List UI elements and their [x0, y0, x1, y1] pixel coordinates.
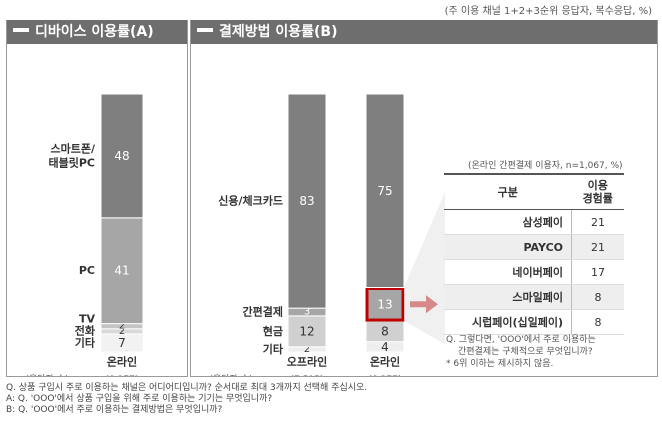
data-label: 2	[119, 321, 125, 332]
table-header-row: 구분 이용 경험률	[444, 173, 624, 210]
series-label: 스마트폰/	[51, 141, 96, 155]
table-header-type: 구분	[444, 173, 572, 210]
question-notes: Q. 그렇다면, 'OOO'에서 주로 이용하는 간편결제는 구체적으로 무엇입…	[446, 334, 596, 370]
table-cell-value: 8	[571, 309, 624, 335]
table-cell-value: 21	[571, 209, 624, 235]
data-label: 7	[118, 336, 126, 350]
question-note-line: * 6위 이하는 제시하지 않음.	[446, 359, 554, 369]
table-caption: (온라인 간편결제 이용자, n=1,067, %)	[468, 161, 623, 171]
header-bar-icon	[197, 28, 213, 32]
payment-usage-chart: 2 12 3 83 오프라인 (7,595) 4 8 13 75 온라인 (8,277) 기타 현금 간편결…	[209, 93, 445, 385]
series-label: PC	[79, 264, 95, 277]
data-label: 48	[114, 149, 129, 163]
data-label: 12	[299, 324, 314, 338]
data-label: 13	[377, 297, 392, 311]
easy-pay-table: 구분 이용 경험률 삼성페이 21 PAYCO 21 네이버페이 17 스마일페이 8 …	[444, 173, 624, 335]
data-label: 2	[119, 326, 125, 337]
category-label: 온라인	[107, 355, 137, 369]
series-label: 전화	[75, 323, 95, 337]
data-label: 3	[304, 307, 310, 318]
table-row: PAYCO 21	[444, 234, 624, 260]
respondents-count: (7,595)	[291, 375, 324, 376]
bar-segment	[100, 217, 144, 325]
table-cell-name: 삼성페이	[444, 209, 572, 235]
series-label: 기타	[75, 335, 96, 349]
respondents-label: (응답자 수)	[209, 373, 252, 376]
table-row: 스마일페이 8	[444, 284, 624, 310]
question-note-line: 간편결제는 구체적으로 무엇입니까?	[458, 347, 593, 357]
data-label: 4	[381, 340, 389, 354]
series-label: 현금	[263, 324, 283, 338]
data-label: 2	[304, 344, 310, 355]
table-cell-name: 시럽페이(십일페이)	[444, 309, 572, 335]
series-label: 간편결제	[243, 305, 283, 319]
top-note: (주 이용 채널 1+2+3순위 응답자, 복수응답, %)	[444, 6, 652, 17]
zoom-connector	[404, 192, 445, 344]
respondents-count: (8,277)	[106, 375, 139, 376]
device-usage-panel: 디바이스 이용률(A) 7 2 2 41 48 기타 전화 TV PC 스마트폰/태블릿PC 온라인…	[6, 20, 188, 385]
panel-a-title: 디바이스 이용률(A)	[35, 24, 154, 40]
data-label: 8	[381, 324, 389, 338]
series-label: 신용/체크카드	[218, 194, 283, 208]
series-label: TV	[79, 312, 96, 325]
table-cell-name: 스마일페이	[444, 284, 572, 310]
respondents-label: (응답자 수)	[25, 373, 68, 376]
bar-segment	[287, 93, 327, 309]
header-bar-icon	[13, 28, 29, 32]
bar-segment	[100, 93, 144, 219]
footer-line: B: Q. 'OOO'에서 주로 이용하는 결제방법은 무엇입니까?	[6, 405, 223, 415]
footer-notes: Q. 상품 구입시 주로 이용하는 채널은 어디어디입니까? 순서대로 최대 3…	[6, 383, 367, 416]
data-label: 41	[114, 264, 129, 278]
category-label: 온라인	[370, 355, 400, 369]
table-cell-name: 네이버페이	[444, 259, 572, 285]
highlight-box	[365, 287, 405, 322]
table-cell-value: 21	[571, 234, 624, 260]
footer-line: Q. 상품 구입시 주로 이용하는 채널은 어디어디입니까? 순서대로 최대 3…	[6, 383, 368, 393]
category-label: 오프라인	[287, 355, 327, 369]
table-header-rate: 이용 경험률	[571, 173, 624, 210]
panel-a-header: 디바이스 이용률(A)	[7, 20, 187, 44]
series-label: 태블릿PC	[49, 155, 96, 169]
table-row: 삼성페이 21	[444, 209, 624, 235]
series-label: 기타	[263, 342, 284, 356]
data-label: 75	[377, 184, 392, 198]
respondents-count: (8,277)	[369, 375, 402, 376]
question-note-line: Q. 그렇다면, 'OOO'에서 주로 이용하는	[446, 335, 596, 345]
footer-line: A: Q. 'OOO'에서 상품 구입을 위해 주로 이용하는 기기는 무엇입니…	[6, 394, 273, 404]
table-cell-value: 17	[571, 259, 624, 285]
table-row: 시럽페이(십일페이) 8	[444, 309, 624, 335]
table-cell-name: PAYCO	[444, 234, 572, 260]
panel-b-header: 결제방법 이용률(B)	[191, 20, 657, 44]
table-cell-value: 8	[571, 284, 624, 310]
panel-b-title: 결제방법 이용률(B)	[219, 24, 338, 40]
table-row: 네이버페이 17	[444, 259, 624, 285]
data-label: 83	[299, 194, 314, 208]
bar-segment	[365, 93, 405, 288]
easy-pay-table-box: (온라인 간편결제 이용자, n=1,067, %) 구분 이용 경험률 삼성페…	[444, 158, 624, 335]
